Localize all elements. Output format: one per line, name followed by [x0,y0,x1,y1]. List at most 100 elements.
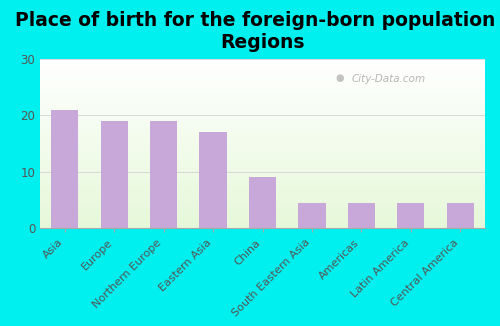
Bar [40,195,485,196]
Bar [40,185,485,186]
Bar [40,69,485,70]
Bar [40,212,485,213]
Bar [40,223,485,224]
Bar [40,105,485,106]
Bar [40,222,485,223]
Bar [40,209,485,210]
Bar [40,133,485,134]
Bar [40,81,485,82]
Bar [40,171,485,172]
Bar [40,163,485,164]
Bar [40,197,485,198]
Bar [40,181,485,182]
Bar [40,117,485,118]
Bar [40,203,485,204]
Bar [40,118,485,119]
Bar [40,161,485,162]
Bar [40,170,485,171]
Bar [40,189,485,190]
Bar [40,103,485,104]
Bar [40,175,485,176]
Bar [40,221,485,222]
Bar [40,75,485,76]
Bar [40,88,485,89]
Bar [40,187,485,188]
Bar [40,168,485,169]
Text: ●: ● [336,73,344,83]
Bar [40,169,485,170]
Bar [298,203,326,228]
Bar [40,164,485,165]
Bar [40,157,485,158]
Bar [40,140,485,141]
Bar [40,63,485,64]
Bar [40,194,485,195]
Bar [40,110,485,111]
Bar [348,203,375,228]
Bar [40,60,485,61]
Bar [100,121,128,228]
Bar [40,219,485,220]
Bar [40,129,485,130]
Bar [40,115,485,116]
Bar [40,128,485,129]
Bar [40,66,485,67]
Bar [40,199,485,200]
Bar [249,177,276,228]
Bar [40,76,485,77]
Bar [40,101,485,102]
Bar [40,121,485,122]
Bar [40,186,485,187]
Bar [40,191,485,192]
Bar [40,165,485,166]
Bar [40,109,485,110]
Bar [40,122,485,123]
Bar [40,125,485,126]
Bar [40,90,485,91]
Bar [40,172,485,173]
Bar [40,67,485,68]
Bar [40,127,485,128]
Bar [40,150,485,151]
Bar [40,94,485,95]
Bar [40,79,485,80]
Bar [40,143,485,144]
Bar [40,158,485,159]
Bar [40,120,485,121]
Bar [40,61,485,62]
Text: City-Data.com: City-Data.com [352,74,426,84]
Bar [40,151,485,152]
Bar [40,85,485,86]
Bar [40,193,485,194]
Bar [40,114,485,115]
Bar [40,226,485,227]
Bar [40,176,485,177]
Bar [40,59,485,60]
Bar [40,107,485,108]
Bar [51,110,78,228]
Bar [40,99,485,100]
Bar [40,210,485,211]
Bar [40,108,485,109]
Bar [40,92,485,93]
Bar [40,131,485,132]
Bar [40,218,485,219]
Bar [40,204,485,205]
Bar [40,124,485,125]
Bar [40,82,485,83]
Bar [40,97,485,98]
Bar [40,135,485,136]
Bar [40,95,485,96]
Bar [40,72,485,73]
Bar [40,134,485,135]
Bar [40,178,485,179]
Bar [40,62,485,63]
Bar [40,73,485,74]
Bar [40,86,485,87]
Bar [40,100,485,101]
Bar [40,217,485,218]
Bar [40,136,485,137]
Bar [40,200,485,201]
Bar [40,220,485,221]
Bar [40,162,485,163]
